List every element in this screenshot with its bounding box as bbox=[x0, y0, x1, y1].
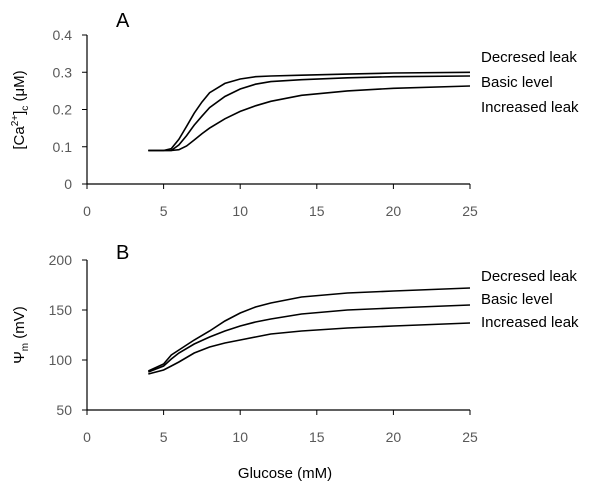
panel-b-ytick-label: 200 bbox=[49, 252, 73, 268]
panel-a-ytick-label: 0.4 bbox=[53, 27, 73, 43]
panel-a-xtick-label: 15 bbox=[309, 203, 325, 219]
panel-a-letter: A bbox=[116, 10, 130, 32]
panel-b-xtick-label: 0 bbox=[83, 429, 91, 445]
panel-b-series-label: Basic level bbox=[481, 291, 553, 308]
panel-b-series-label: Decresed leak bbox=[481, 268, 577, 285]
panel-b-ytick-label: 100 bbox=[49, 352, 73, 368]
panel-b-ylabel: Ψm (mV) bbox=[11, 306, 31, 364]
panel-a-series-line bbox=[148, 71, 471, 152]
panel-a-ytick-label: 0.1 bbox=[53, 139, 73, 155]
panel-b-ytick-label: 150 bbox=[49, 302, 73, 318]
panel-b-series-label: Increased leak bbox=[481, 314, 579, 331]
panel-a-ytick-label: 0.3 bbox=[53, 64, 73, 80]
panel-a-xtick-label: 10 bbox=[232, 203, 248, 219]
panel-a-series-label: Increased leak bbox=[481, 99, 579, 116]
panel-b-xtick-label: 25 bbox=[462, 429, 478, 445]
panel-b-series-line bbox=[148, 304, 471, 373]
x-axis-label: Glucose (mM) bbox=[238, 465, 332, 482]
panel-a-series-label: Decresed leak bbox=[481, 49, 577, 66]
svg-text:[Ca2+]c (μM): [Ca2+]c (μM) bbox=[10, 70, 31, 149]
panel-b-series-line bbox=[147, 287, 471, 372]
panel-b-xtick-label: 20 bbox=[386, 429, 402, 445]
panel-a-ytick-label: 0 bbox=[64, 176, 72, 192]
panel-a-xtick-label: 0 bbox=[83, 203, 91, 219]
panel-a-ylabel: [Ca2+]c (μM) bbox=[10, 70, 31, 149]
panel-a: A [Ca2+]c (μM) 0 0.1 0.2 0.3 0.4 0 5 10 15 20 25 De… bbox=[10, 10, 579, 219]
panel-b-xtick-label: 5 bbox=[160, 429, 168, 445]
panel-b-letter: B bbox=[116, 242, 129, 264]
panel-b-xtick-label: 10 bbox=[232, 429, 248, 445]
panel-a-xtick-label: 25 bbox=[462, 203, 478, 219]
panel-a-series-line bbox=[148, 75, 471, 152]
panel-b-ytick-label: 50 bbox=[56, 402, 72, 418]
panel-a-ytick-label: 0.2 bbox=[53, 102, 73, 118]
panel-a-series-label: Basic level bbox=[481, 74, 553, 91]
panel-b: B Ψm (mV) 50 100 150 200 0 5 10 15 20 25 Decresed … bbox=[11, 242, 579, 445]
svg-text:Ψm (mV): Ψm (mV) bbox=[11, 306, 31, 364]
panel-b-xtick-label: 15 bbox=[309, 429, 325, 445]
panel-b-axes bbox=[86, 260, 470, 411]
panel-a-axes bbox=[86, 35, 470, 185]
panel-a-xtick-label: 20 bbox=[386, 203, 402, 219]
panel-a-xtick-label: 5 bbox=[160, 203, 168, 219]
panel-b-series-line bbox=[148, 322, 471, 375]
panel-a-series-line bbox=[148, 85, 471, 152]
